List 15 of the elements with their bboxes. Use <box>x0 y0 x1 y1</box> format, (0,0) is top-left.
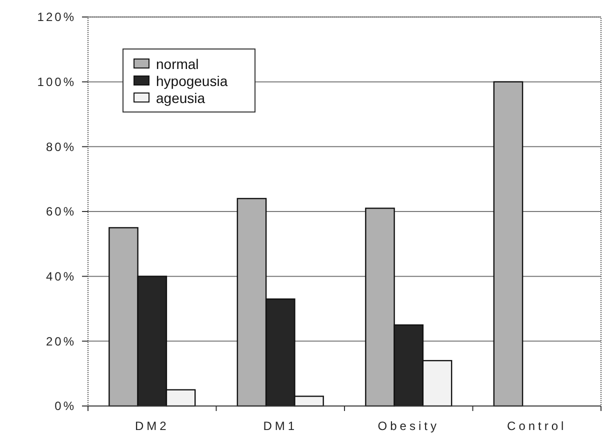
x-tick-label: Control <box>507 419 567 433</box>
y-tick-label: 20% <box>46 334 76 348</box>
x-tick-label: DM1 <box>263 419 298 433</box>
x-tick-label: Obesity <box>378 419 440 433</box>
legend-label: ageusia <box>156 90 206 106</box>
y-tick-label: 0% <box>54 399 76 414</box>
y-tick-label: 40% <box>46 270 76 284</box>
y-tick-label: 100% <box>37 75 76 90</box>
y-tick-label: 120% <box>37 10 76 24</box>
bar <box>493 81 524 407</box>
y-tick-label: 80% <box>46 140 76 154</box>
legend-label: hypogeusia <box>156 72 228 89</box>
x-tick-label: DM2 <box>134 419 170 433</box>
y-tick-label: 60% <box>46 204 76 219</box>
legend-label: normal <box>156 56 199 72</box>
